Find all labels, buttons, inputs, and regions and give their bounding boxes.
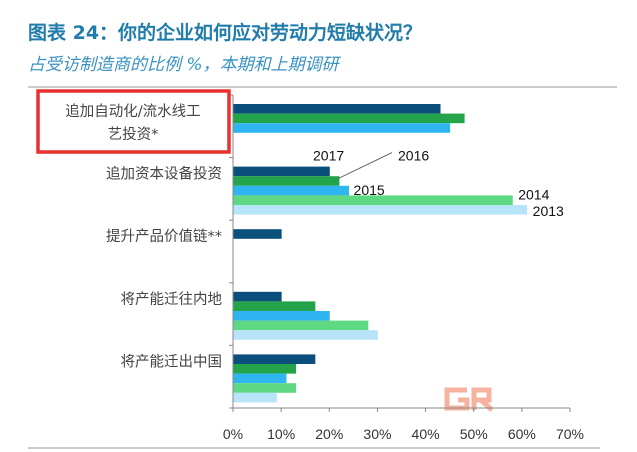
bar-2014 [233, 195, 513, 205]
category-label: 艺投资* [108, 126, 159, 143]
watermark-letter-r [471, 387, 494, 412]
bar-2017 [233, 291, 282, 302]
watermark-logo [444, 387, 494, 412]
x-tick-label: 20% [315, 426, 343, 442]
bar-2016 [233, 301, 316, 311]
bar-2015 [233, 123, 451, 133]
series-label-2016: 2016 [398, 148, 429, 164]
bar-2017 [233, 166, 330, 177]
series-label-2013: 2013 [533, 203, 564, 219]
leader-line [336, 152, 393, 180]
x-tick-label: 40% [412, 426, 440, 442]
bar-2015 [233, 311, 330, 321]
bar-2017 [233, 354, 316, 364]
x-tick-label: 50% [460, 426, 488, 442]
bar-2015 [233, 373, 287, 384]
bar-2017 [233, 229, 282, 239]
series-label-2017: 2017 [313, 148, 344, 164]
chart-subtitle: 占受访制造商的比例 %，本期和上期调研 [28, 55, 339, 75]
x-tick-label: 60% [508, 426, 536, 442]
category-label: 提升产品价值链** [106, 228, 222, 245]
series-label-2015: 2015 [354, 182, 385, 198]
bar-2013 [233, 330, 378, 340]
chart-title: 图表 24：你的企业如何应对劳动力短缺状况？ [28, 22, 423, 44]
bar-2017 [233, 104, 441, 114]
category-label: 追加自动化/流水线工 [65, 103, 200, 120]
bar-2016 [233, 176, 340, 186]
bar-2014 [233, 320, 369, 331]
x-tick-label: 70% [556, 426, 584, 442]
watermark-letter-g [444, 387, 470, 411]
bar-2013 [233, 205, 528, 215]
category-label: 追加资本设备投资 [106, 166, 222, 183]
bar-2016 [233, 113, 465, 124]
x-tick-label: 0% [223, 426, 243, 442]
series-label-2014: 2014 [518, 186, 549, 202]
highlight-box [36, 89, 231, 154]
category-label: 将产能迁出中国 [121, 353, 223, 370]
category-label: 将产能迁往内地 [121, 291, 223, 308]
bar-2014 [233, 383, 297, 393]
x-tick-label: 30% [363, 426, 391, 442]
x-tick-label: 10% [267, 426, 295, 442]
bar-2015 [233, 185, 350, 196]
bar-2013 [233, 392, 277, 403]
bar-2016 [233, 364, 297, 374]
